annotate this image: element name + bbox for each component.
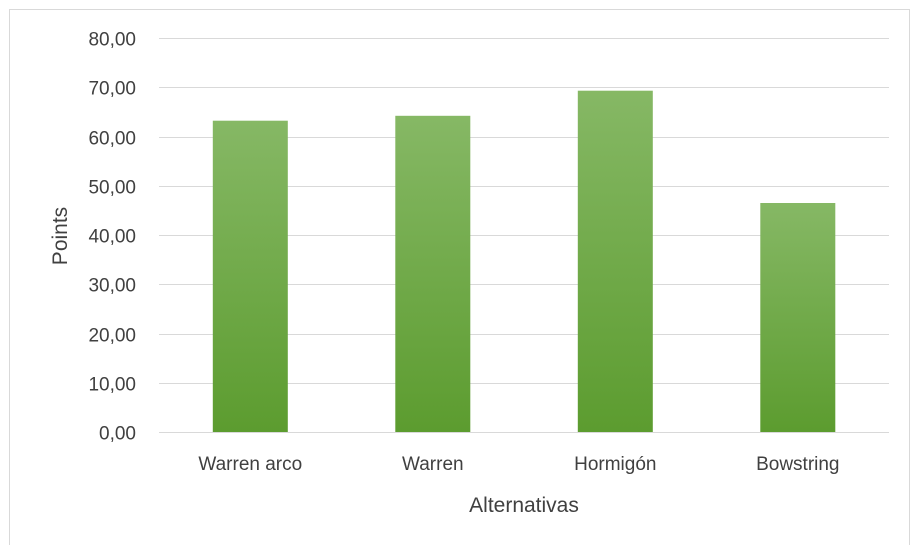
bars bbox=[212, 90, 836, 433]
y-tick-label: 50,00 bbox=[88, 178, 136, 199]
x-axis-ticks: Warren arco Warren Hormigón Bowstring bbox=[198, 454, 839, 475]
bar-hormigón bbox=[577, 90, 653, 432]
y-tick-label: 0,00 bbox=[99, 424, 136, 445]
x-tick-label: Bowstring bbox=[756, 454, 839, 475]
x-tick-label: Warren bbox=[402, 454, 464, 475]
x-tick-label: Warren arco bbox=[198, 454, 302, 475]
y-tick-label: 10,00 bbox=[88, 375, 136, 396]
y-axis-ticks: 0,00 10,00 20,00 30,00 40,00 50,00 60,00 70,00 8… bbox=[88, 30, 136, 445]
y-axis-title: Points bbox=[49, 207, 72, 265]
y-tick-label: 80,00 bbox=[88, 30, 136, 51]
bar-warren bbox=[395, 115, 471, 433]
y-tick-label: 30,00 bbox=[88, 276, 136, 297]
y-tick-label: 40,00 bbox=[88, 227, 136, 248]
y-tick-label: 60,00 bbox=[88, 129, 136, 150]
bar-bowstring bbox=[760, 203, 836, 432]
x-tick-label: Hormigón bbox=[574, 454, 656, 475]
x-axis-title: Alternativas bbox=[469, 494, 579, 517]
y-tick-label: 20,00 bbox=[88, 326, 136, 347]
bar-warren-arco bbox=[212, 120, 288, 432]
y-tick-label: 70,00 bbox=[88, 79, 136, 100]
